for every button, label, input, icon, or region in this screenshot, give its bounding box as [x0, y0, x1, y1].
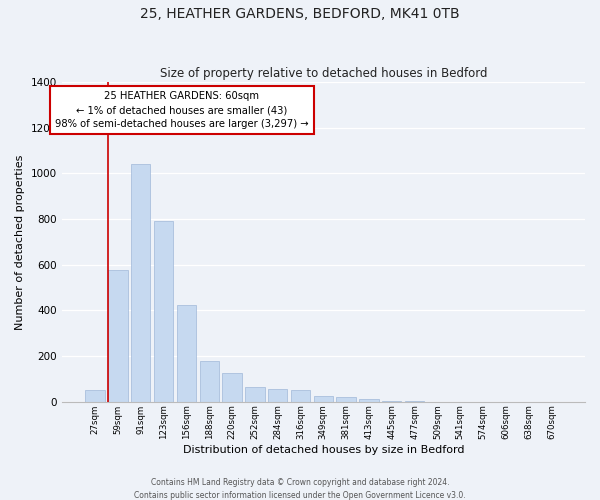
Text: 25, HEATHER GARDENS, BEDFORD, MK41 0TB: 25, HEATHER GARDENS, BEDFORD, MK41 0TB: [140, 8, 460, 22]
Bar: [85, 390, 105, 402]
Bar: [223, 373, 242, 402]
Bar: [200, 360, 219, 402]
Y-axis label: Number of detached properties: Number of detached properties: [15, 154, 25, 330]
Title: Size of property relative to detached houses in Bedford: Size of property relative to detached ho…: [160, 66, 487, 80]
X-axis label: Distribution of detached houses by size in Bedford: Distribution of detached houses by size …: [182, 445, 464, 455]
Bar: [177, 304, 196, 402]
Text: 25 HEATHER GARDENS: 60sqm
← 1% of detached houses are smaller (43)
98% of semi-d: 25 HEATHER GARDENS: 60sqm ← 1% of detach…: [55, 91, 308, 129]
Text: Contains HM Land Registry data © Crown copyright and database right 2024.
Contai: Contains HM Land Registry data © Crown c…: [134, 478, 466, 500]
Bar: [314, 396, 333, 402]
Bar: [291, 390, 310, 402]
Bar: [108, 270, 128, 402]
Bar: [359, 399, 379, 402]
Bar: [405, 401, 424, 402]
Bar: [245, 387, 265, 402]
Bar: [131, 164, 151, 402]
Bar: [154, 222, 173, 402]
Bar: [382, 400, 401, 402]
Bar: [268, 389, 287, 402]
Bar: [337, 397, 356, 402]
